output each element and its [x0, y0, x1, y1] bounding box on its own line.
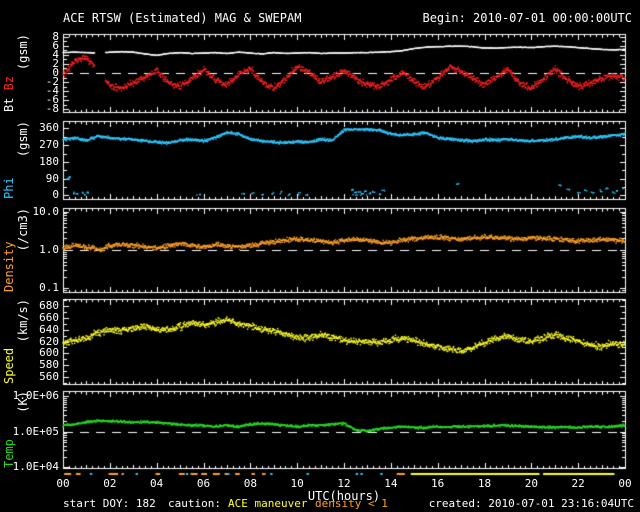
ylabel-unit-speed: (km/s): [16, 299, 30, 384]
panel-ylabel-temp: Temp(K): [0, 391, 30, 468]
ace-rtsw-plot: ACE RTSW (Estimated) MAG & SWEPAM Begin:…: [0, 0, 640, 512]
ylabel-text-Bz: Bz: [2, 76, 16, 98]
ylabel-unit-mag: (gsm): [16, 34, 30, 112]
caution-maneuver-label: ACE maneuver: [228, 497, 307, 510]
plot-title: ACE RTSW (Estimated) MAG & SWEPAM: [63, 11, 301, 25]
ylabel-text-Temp: Temp: [2, 439, 16, 468]
start-doy-label: start DOY: 182: [63, 497, 156, 510]
ylabel-unit-temp: (K): [16, 391, 30, 468]
ylabel-text-Bt: Bt: [2, 98, 16, 112]
begin-timestamp: Begin: 2010-07-01 00:00:00UTC: [422, 11, 632, 25]
ylabel-text-Phi: Phi: [2, 177, 16, 199]
panel-ylabel-speed: Speed(km/s): [0, 299, 30, 384]
ylabel-text-Density: Density: [2, 241, 16, 292]
plot-canvas: [0, 0, 640, 512]
caution-density-label: density < 1: [315, 497, 388, 510]
created-timestamp: created: 2010-07-01 23:16:04UTC: [429, 497, 634, 510]
panel-ylabel-phi: Phi(gsm): [0, 121, 30, 199]
ylabel-unit-density: (/cm3): [16, 208, 30, 292]
caution-label: caution:: [168, 497, 221, 510]
panel-ylabel-mag: Bt Bz(gsm): [0, 34, 30, 112]
ylabel-unit-phi: (gsm): [16, 121, 30, 199]
ylabel-text-Speed: Speed: [2, 348, 16, 384]
panel-ylabel-density: Density(/cm3): [0, 208, 30, 292]
